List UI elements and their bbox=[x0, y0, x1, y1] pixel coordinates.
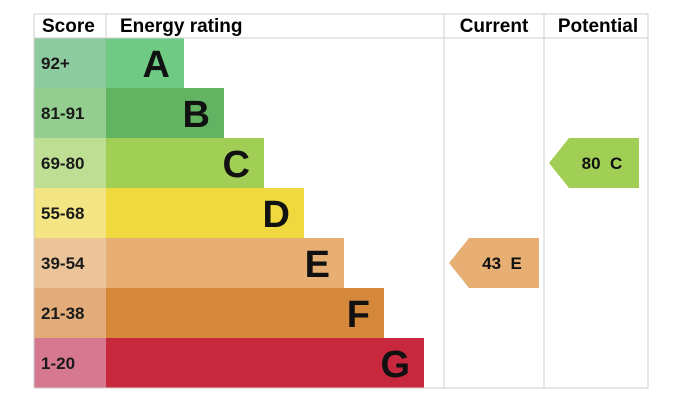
score-label-d: 55-68 bbox=[41, 204, 84, 223]
score-label-a: 92+ bbox=[41, 54, 70, 73]
band-bar-b bbox=[106, 88, 224, 138]
band-bar-c bbox=[106, 138, 264, 188]
band-letter-g: G bbox=[380, 344, 410, 386]
band-letter-e: E bbox=[305, 244, 330, 286]
score-header: Score bbox=[42, 16, 95, 37]
score-label-g: 1-20 bbox=[41, 354, 75, 373]
band-letter-d: D bbox=[263, 194, 290, 236]
potential-indicator-label: 80 C bbox=[582, 154, 623, 173]
band-letter-b: B bbox=[183, 94, 210, 136]
score-cell-e bbox=[34, 238, 106, 288]
score-cell-c bbox=[34, 138, 106, 188]
band-letter-f: F bbox=[347, 294, 370, 336]
score-cell-f bbox=[34, 288, 106, 338]
grid-lines bbox=[33, 13, 649, 389]
score-label-f: 21-38 bbox=[41, 304, 84, 323]
score-label-b: 81-91 bbox=[41, 104, 84, 123]
bands: 92+ A 81-91 B 69-80 C 55-68 D 39-54 E 21-38 F 1-20 G bbox=[34, 38, 424, 388]
band-bar-f bbox=[106, 288, 384, 338]
band-bar-e bbox=[106, 238, 344, 288]
band-letter-a: A bbox=[143, 44, 170, 86]
energy-rating-header: Energy rating bbox=[120, 16, 242, 37]
band-bar-g bbox=[106, 338, 424, 388]
score-cell-d bbox=[34, 188, 106, 238]
current-indicator-label: 43 E bbox=[482, 254, 522, 273]
score-label-c: 69-80 bbox=[41, 154, 84, 173]
band-bar-d bbox=[106, 188, 304, 238]
score-cell-b bbox=[34, 88, 106, 138]
score-cell-a bbox=[34, 38, 106, 88]
current-header: Current bbox=[460, 16, 529, 37]
score-cell-g bbox=[34, 338, 106, 388]
band-bar-a bbox=[106, 38, 184, 88]
potential-header: Potential bbox=[558, 16, 638, 37]
potential-indicator bbox=[549, 138, 639, 188]
current-indicator bbox=[449, 238, 539, 288]
indicators: 43 E 80 C bbox=[449, 138, 639, 288]
score-label-e: 39-54 bbox=[41, 254, 85, 273]
band-letter-c: C bbox=[223, 144, 250, 186]
